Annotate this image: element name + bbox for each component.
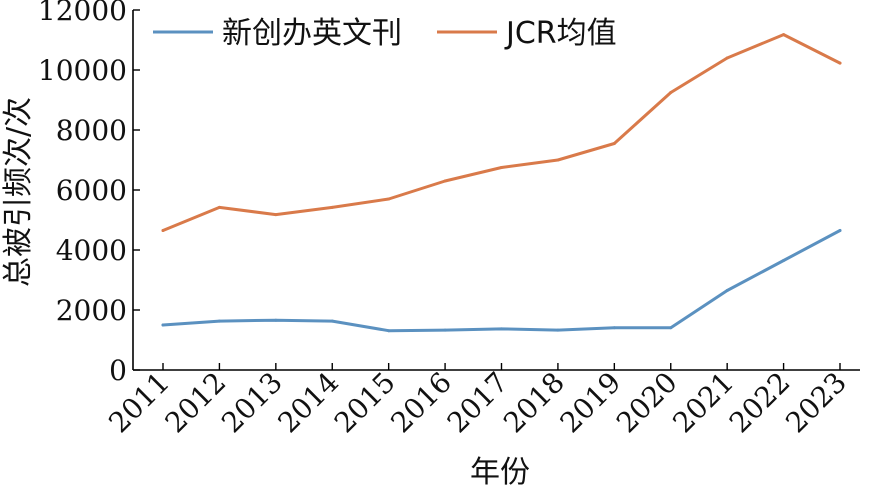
series-1-point-1 [217,205,221,209]
series-0-point-5 [443,328,447,332]
x-tick-label-10: 2021 [666,366,740,440]
x-axis-title: 年份 [470,455,530,489]
series-1-point-11 [782,33,786,37]
series-1-point-9 [669,91,673,94]
y-tick-label-0: 0 [109,354,127,387]
series-0-point-1 [217,319,221,323]
y-tick-label-2: 4000 [56,234,127,267]
series-0-point-2 [274,318,278,322]
x-tick-label-7: 2018 [497,366,571,440]
y-tick-label-3: 6000 [56,174,127,207]
series-0-point-4 [387,329,391,333]
legend: 新创办英文刊 JCR均值 [153,16,617,51]
series-0-point-11 [782,259,786,262]
series-0-point-10 [725,289,729,292]
y-tick-label-5: 10000 [38,54,127,87]
x-tick-label-9: 2020 [610,366,684,440]
series-line-0 [161,229,842,333]
series-1-point-7 [556,158,560,162]
x-tick-label-2: 2013 [215,366,289,440]
x-tick-label-11: 2022 [723,366,797,440]
series-0-point-9 [669,326,673,330]
legend-label-0: 新创办英文刊 [222,16,402,51]
series-line-1 [161,33,842,232]
x-tick-label-8: 2019 [554,366,628,440]
series-1-point-10 [725,56,729,60]
series-0-point-3 [330,319,334,323]
axes [132,10,860,371]
series-1-point-8 [612,142,616,145]
series-1-point-4 [387,197,391,201]
y-tick-label-6: 12000 [38,0,127,27]
series-group [161,33,842,333]
y-axis-title: 总被引频次/次 [1,97,36,287]
series-1-point-3 [330,205,334,209]
series-0-point-8 [612,326,616,330]
series-1-point-5 [443,179,447,183]
series-1-point-6 [500,166,503,169]
x-tick-label-1: 2012 [159,366,233,440]
series-0-point-0 [161,323,165,327]
x-ticks: 2011201220132014201520162017201820192020… [102,363,853,439]
series-0-point-12 [838,229,842,232]
x-tick-label-12: 2023 [779,366,853,440]
series-0-point-7 [556,328,560,332]
y-tick-label-1: 2000 [56,294,127,327]
x-tick-label-3: 2014 [271,366,345,440]
y-tick-label-4: 8000 [56,114,127,147]
x-tick-label-6: 2017 [441,366,515,440]
series-1-point-2 [274,213,278,217]
series-1-point-0 [161,229,165,232]
series-1-point-12 [838,61,842,65]
legend-label-1: JCR均值 [504,16,617,51]
x-tick-label-5: 2016 [384,366,458,440]
series-0-point-6 [500,327,503,331]
y-ticks: 0 2000 4000 6000 8000 10000 12000 [38,0,140,387]
x-tick-label-4: 2015 [328,366,402,440]
